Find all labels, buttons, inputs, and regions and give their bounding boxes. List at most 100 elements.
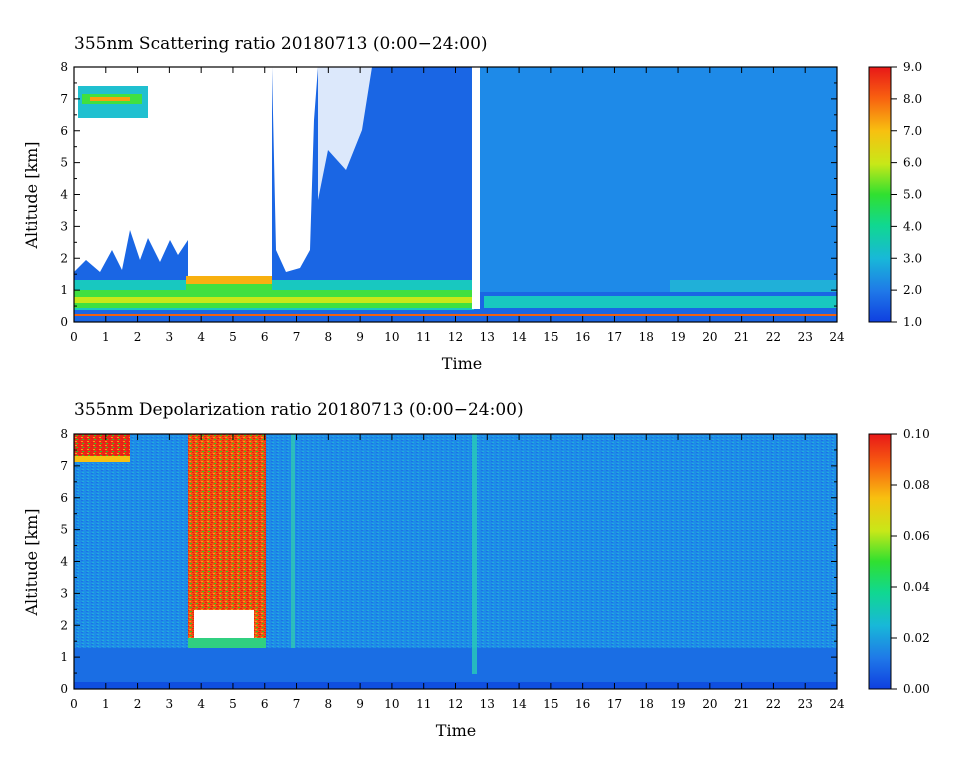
- depol-top-layer-edge: [74, 456, 130, 462]
- colorbar-tick-label: 0.10: [903, 427, 930, 441]
- x-tick-label: 12: [448, 697, 463, 711]
- depolarization-ratio-title: 355nm Depolarization ratio 20180713 (0:0…: [74, 400, 524, 420]
- x-tick-label: 6: [261, 330, 269, 344]
- depol-colorbar: 0.00 0.02 0.04 0.06 0.08 0.10: [868, 427, 930, 696]
- x-tick-label: 9: [356, 330, 364, 344]
- x-tick-label: 18: [639, 330, 654, 344]
- depol-cloud-no-data: [194, 610, 254, 638]
- scattering-ratio-panel: 355nm Scattering ratio 20180713 (0:00−24…: [22, 34, 922, 373]
- x-tick-label: 1: [102, 330, 110, 344]
- y-tick-label: 0: [60, 315, 68, 329]
- scattering-y-axis: 0 1 2 3 4 5 6 7 8: [60, 60, 837, 329]
- scattering-upper-field: [480, 67, 837, 292]
- x-tick-label: 15: [543, 330, 558, 344]
- colorbar-tick-label: 9.0: [903, 60, 922, 74]
- no-data-scatter: [318, 67, 372, 200]
- x-tick-label: 19: [670, 330, 685, 344]
- depol-cloud-base: [188, 638, 266, 648]
- depol-trail-2: [472, 434, 477, 674]
- colorbar-tick-label: 4.0: [903, 219, 922, 233]
- x-tick-label: 3: [166, 330, 174, 344]
- boundary-layer-right: [484, 296, 837, 308]
- x-tick-label: 2: [134, 330, 142, 344]
- x-tick-label: 21: [734, 697, 749, 711]
- y-tick-label: 6: [60, 491, 68, 505]
- x-tick-label: 24: [829, 697, 845, 711]
- colorbar-tick-label: 0.06: [903, 529, 930, 543]
- x-tick-label: 2: [134, 697, 142, 711]
- x-tick-label: 5: [229, 330, 237, 344]
- x-tick-label: 22: [766, 697, 781, 711]
- cloud-base: [186, 276, 272, 284]
- depol-trail-1: [291, 434, 295, 648]
- depolarization-ratio-panel: 355nm Depolarization ratio 20180713 (0:0…: [22, 400, 930, 740]
- y-tick-label: 1: [60, 283, 68, 297]
- scattering-ratio-plot-area: [73, 66, 838, 323]
- x-tick-label: 11: [416, 330, 431, 344]
- depol-y-axis: 0 1 2 3 4 5 6 7 8: [60, 427, 837, 696]
- x-tick-label: 18: [639, 697, 654, 711]
- x-tick-label: 4: [197, 697, 205, 711]
- x-tick-label: 13: [480, 330, 495, 344]
- y-tick-label: 4: [60, 188, 68, 202]
- scattering-colorbar: 1.0 2.0 3.0 4.0 5.0 6.0 7.0 8.0 9.0: [868, 60, 922, 329]
- depolarization-ratio-plot-area: [73, 433, 838, 690]
- x-tick-label: 0: [70, 330, 78, 344]
- x-tick-label: 22: [766, 330, 781, 344]
- depol-top-layer-texture: [74, 434, 130, 456]
- x-tick-label: 0: [70, 697, 78, 711]
- y-tick-label: 2: [60, 618, 68, 632]
- depol-x-axis-label: Time: [436, 721, 476, 740]
- cloud-base-lower: [186, 284, 272, 294]
- x-tick-label: 20: [702, 330, 717, 344]
- depol-y-axis-label: Altitude [km]: [22, 508, 41, 616]
- scattering-colorbar-gradient: [868, 66, 892, 323]
- x-tick-label: 7: [293, 697, 301, 711]
- x-tick-label: 15: [543, 697, 558, 711]
- y-tick-label: 0: [60, 682, 68, 696]
- x-tick-label: 5: [229, 697, 237, 711]
- no-data-cloud-block: [188, 67, 272, 276]
- x-tick-label: 13: [480, 697, 495, 711]
- x-tick-label: 7: [293, 330, 301, 344]
- x-tick-label: 12: [448, 330, 463, 344]
- x-tick-label: 1: [102, 697, 110, 711]
- x-tick-label: 16: [575, 330, 590, 344]
- no-data-right-block: [272, 67, 318, 272]
- y-tick-label: 5: [60, 523, 68, 537]
- x-tick-label: 11: [416, 697, 431, 711]
- colorbar-tick-label: 0.02: [903, 631, 930, 645]
- x-tick-label: 10: [384, 330, 399, 344]
- y-tick-label: 2: [60, 251, 68, 265]
- scattering-ratio-title: 355nm Scattering ratio 20180713 (0:00−24…: [74, 34, 488, 54]
- colorbar-tick-label: 1.0: [903, 315, 922, 329]
- y-tick-label: 6: [60, 124, 68, 138]
- colorbar-tick-label: 3.0: [903, 251, 922, 265]
- y-tick-label: 5: [60, 156, 68, 170]
- no-data-left: [74, 67, 190, 272]
- x-tick-label: 21: [734, 330, 749, 344]
- no-data-gap: [472, 67, 480, 309]
- colorbar-tick-label: 7.0: [903, 124, 922, 138]
- x-tick-label: 14: [511, 330, 527, 344]
- y-tick-label: 1: [60, 650, 68, 664]
- scattering-y-axis-label: Altitude [km]: [22, 141, 41, 249]
- y-tick-label: 8: [60, 427, 68, 441]
- y-tick-label: 8: [60, 60, 68, 74]
- x-tick-label: 19: [670, 697, 685, 711]
- scattering-x-axis: 0 1 2 3 4 5 6 7 8 9 10 11 12 13 14 15 16 17 18 19 20 21 22 23 24: [70, 67, 845, 344]
- scattering-colorbar-ticks: 1.0 2.0 3.0 4.0 5.0 6.0 7.0 8.0 9.0: [891, 60, 922, 329]
- y-tick-label: 4: [60, 555, 68, 569]
- x-tick-label: 17: [607, 697, 622, 711]
- x-tick-label: 23: [798, 697, 813, 711]
- depol-x-axis: 0 1 2 3 4 5 6 7 8 9 10 11 12 13 14 15 16 17 18 19 20 21 22 23 24: [70, 434, 845, 711]
- x-tick-label: 6: [261, 697, 269, 711]
- surface-line: [74, 314, 837, 316]
- depol-colorbar-gradient: [868, 433, 892, 690]
- x-tick-label: 14: [511, 697, 527, 711]
- y-tick-label: 7: [60, 459, 68, 473]
- y-tick-label: 7: [60, 92, 68, 106]
- x-tick-label: 9: [356, 697, 364, 711]
- x-tick-label: 24: [829, 330, 845, 344]
